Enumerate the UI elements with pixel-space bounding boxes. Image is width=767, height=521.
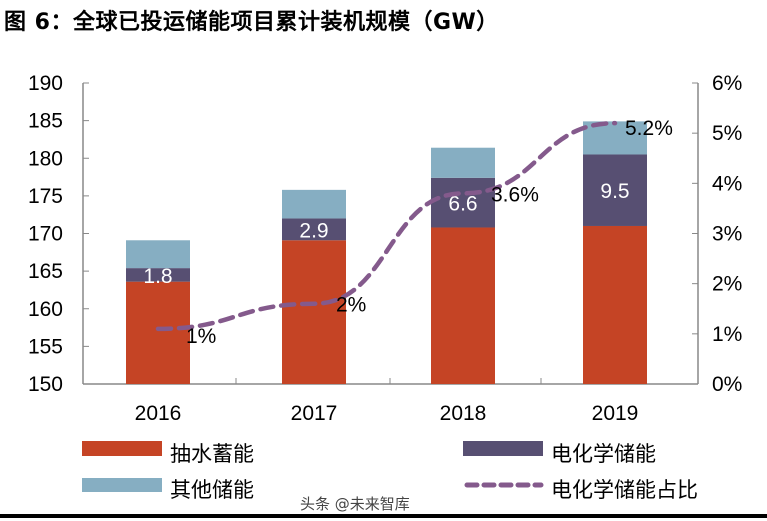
legend-label-electrochemical: 电化学储能 xyxy=(551,442,656,466)
left-tick-label: 190 xyxy=(28,72,63,95)
bar-pumped-2018 xyxy=(431,227,495,384)
bar-pumped-2017 xyxy=(282,240,346,384)
x-tick-label: 2018 xyxy=(440,402,487,425)
chart-title: 图 6：全球已投运储能项目累计装机规模（GW） xyxy=(4,10,499,35)
left-tick-label: 175 xyxy=(28,185,63,208)
left-tick-label: 170 xyxy=(28,223,63,246)
left-tick-label: 185 xyxy=(28,110,63,133)
right-tick-label: 6% xyxy=(712,72,742,95)
right-tick-label: 0% xyxy=(712,373,742,396)
share-line xyxy=(155,120,618,332)
bar-electrochemical-2019 xyxy=(583,154,647,226)
x-tick-label: 2019 xyxy=(592,402,639,425)
legend-label-share: 电化学储能占比 xyxy=(551,478,698,502)
x-tick-label: 2016 xyxy=(135,402,182,425)
line-data-label: 1% xyxy=(186,325,216,348)
line-data-label: 5.2% xyxy=(625,117,673,140)
legend-label-pumped: 抽水蓄能 xyxy=(170,442,254,466)
legend-swatch-electrochemical xyxy=(463,441,543,456)
right-tick-label: 3% xyxy=(712,223,742,246)
right-tick-label: 2% xyxy=(712,273,742,296)
left-tick-label: 165 xyxy=(28,260,63,283)
bottom-divider xyxy=(0,514,767,518)
right-tick-label: 4% xyxy=(712,172,742,195)
bar-pumped-2016 xyxy=(126,281,190,384)
right-tick-label: 1% xyxy=(712,323,742,346)
right-tick-label: 5% xyxy=(712,122,742,145)
bar-other-2016 xyxy=(126,240,190,269)
bar-data-label: 2.9 xyxy=(299,219,328,242)
bar-data-label: 9.5 xyxy=(600,180,629,203)
bar-pumped-2019 xyxy=(583,225,647,384)
bar-electrochemical-2017 xyxy=(282,218,346,241)
legend-swatch-pumped xyxy=(82,441,162,456)
x-tick-label: 2017 xyxy=(291,402,338,425)
bar-data-label: 1.8 xyxy=(143,265,172,288)
left-tick-label: 160 xyxy=(28,298,63,321)
bar-other-2017 xyxy=(282,189,346,219)
bar-other-2018 xyxy=(431,147,495,178)
bar-electrochemical-2016 xyxy=(126,268,190,282)
bar-data-label: 6.6 xyxy=(448,193,477,216)
line-data-label: 3.6% xyxy=(491,183,539,206)
legend-swatch-other xyxy=(82,478,162,492)
line-data-label: 2% xyxy=(336,294,366,317)
legend-label-other: 其他储能 xyxy=(170,478,254,502)
left-tick-label: 155 xyxy=(28,335,63,358)
left-tick-label: 150 xyxy=(28,373,63,396)
bar-electrochemical-2018 xyxy=(431,177,495,228)
watermark: 头条 @未来智库 xyxy=(300,495,410,513)
left-tick-label: 180 xyxy=(28,147,63,170)
